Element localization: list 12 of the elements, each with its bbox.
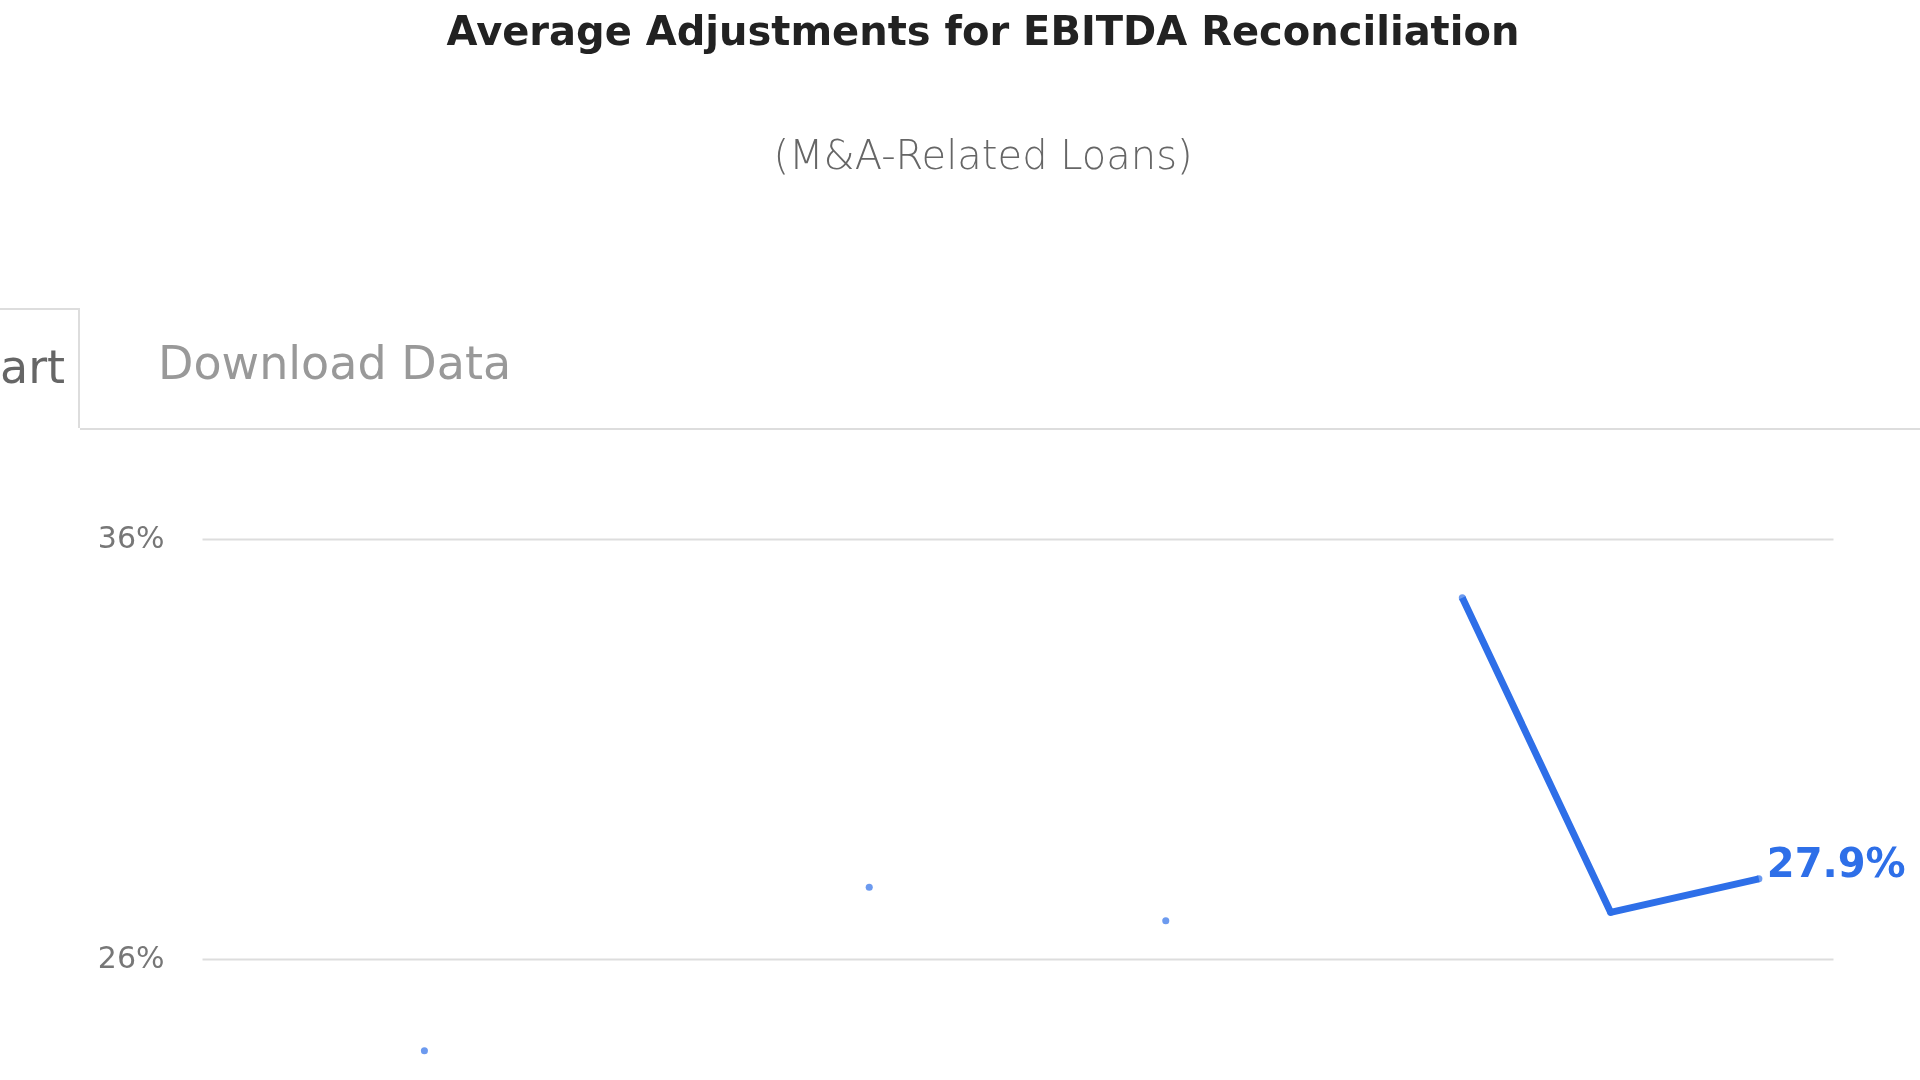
text: Download Data (158, 336, 512, 390)
y-tick-label: 36% (97, 520, 165, 556)
text: art (0, 340, 66, 394)
chart-subtitle: (M&A-Related Loans) (772, 132, 1194, 178)
chart-title: Average Adjustments for EBITDA Reconciliation (445, 8, 1521, 54)
point (1755, 875, 1763, 883)
point (420, 1047, 428, 1055)
y-tick-label: 26% (97, 940, 165, 976)
point (865, 883, 873, 891)
data-label: 27.9% (1766, 839, 1906, 886)
point (1458, 594, 1466, 602)
point (1162, 917, 1170, 925)
